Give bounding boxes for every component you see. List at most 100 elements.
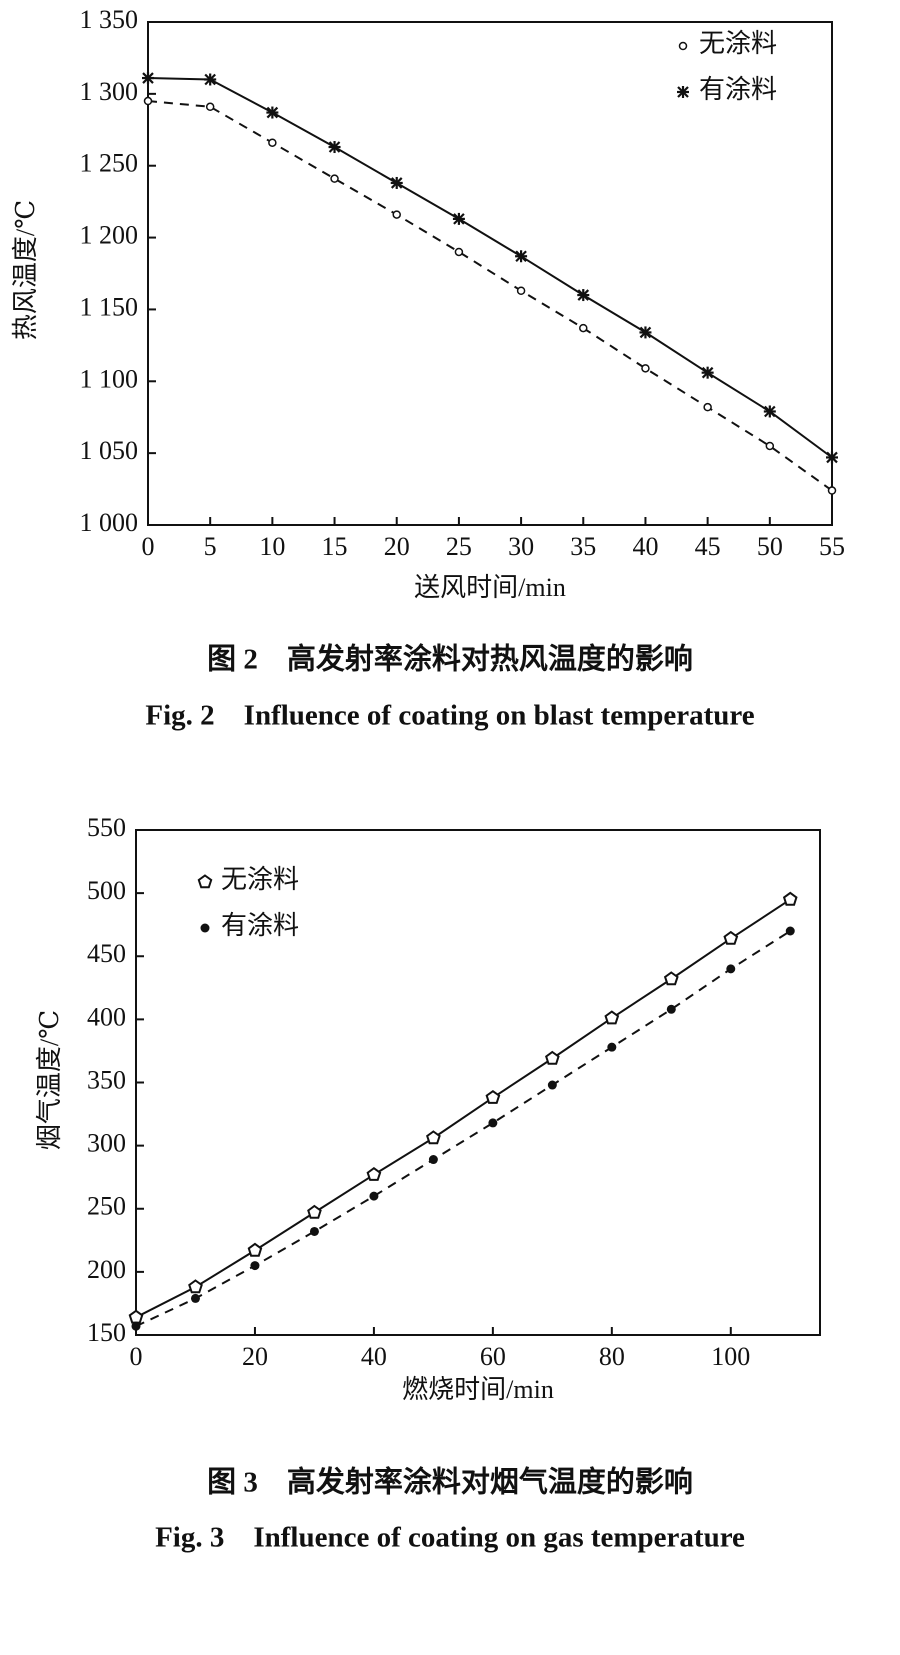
x-tick-label: 20 (384, 532, 410, 561)
marker (454, 247, 464, 257)
marker (426, 1130, 441, 1145)
marker (197, 874, 213, 889)
caption-zh: 图 2 高发射率涂料对热风温度的影响 (207, 642, 693, 676)
x-tick-label: 25 (446, 532, 472, 561)
x-tick-label: 5 (204, 532, 217, 561)
marker (204, 73, 217, 86)
y-tick-label: 1 100 (80, 364, 139, 393)
y-tick-label: 1 150 (80, 292, 139, 321)
y-tick-label: 1 250 (80, 149, 139, 178)
y-tick-label: 1 200 (80, 221, 139, 250)
marker (785, 926, 795, 936)
marker (190, 1293, 200, 1303)
x-tick-label: 40 (361, 1342, 387, 1371)
marker (763, 405, 776, 418)
legend-label: 有涂料 (699, 75, 777, 104)
marker (366, 1166, 382, 1181)
caption-zh: 图 3 高发射率涂料对烟气温度的影响 (207, 1465, 693, 1499)
y-tick-label: 150 (87, 1318, 126, 1347)
y-axis-label: 烟气温度/℃ (35, 1010, 64, 1150)
y-tick-label: 500 (87, 876, 126, 905)
marker (545, 1050, 560, 1065)
marker (782, 891, 798, 906)
legend-entry: 无涂料 (197, 865, 299, 894)
caption-en: Fig. 3 Influence of coating on gas tempe… (155, 1522, 745, 1554)
marker (131, 1321, 141, 1331)
marker (205, 102, 215, 112)
series-line (135, 898, 791, 1319)
y-tick-label: 550 (87, 813, 126, 842)
marker (142, 72, 154, 85)
plot-frame (147, 21, 833, 526)
marker (200, 923, 210, 933)
marker (604, 1010, 620, 1025)
marker (488, 1118, 498, 1128)
marker (452, 212, 465, 225)
y-tick-label: 1 350 (80, 5, 139, 34)
marker (328, 141, 341, 154)
y-tick-label: 350 (87, 1065, 126, 1094)
legend-entry: 有涂料 (200, 911, 299, 940)
plot-frame (135, 829, 821, 1336)
marker (485, 1089, 501, 1104)
marker (701, 366, 714, 379)
caption-en: Fig. 2 Influence of coating on blast tem… (145, 700, 754, 732)
marker (428, 1155, 438, 1165)
x-axis-label: 燃烧时间/min (402, 1375, 554, 1404)
x-tick-label: 10 (259, 532, 285, 561)
legend-entry: 有涂料 (677, 75, 777, 104)
y-axis-label: 热风温度/℃ (11, 200, 40, 340)
legend-label: 无涂料 (699, 29, 777, 58)
marker (641, 364, 650, 373)
x-tick-label: 100 (711, 1342, 750, 1371)
x-tick-label: 35 (570, 532, 596, 561)
x-tick-label: 80 (599, 1342, 625, 1371)
x-tick-label: 30 (508, 532, 534, 561)
y-tick-label: 300 (87, 1129, 126, 1158)
x-tick-label: 15 (322, 532, 348, 561)
marker (392, 210, 401, 219)
y-tick-label: 1 000 (80, 508, 139, 537)
marker (515, 250, 528, 263)
marker (723, 930, 739, 945)
marker (677, 86, 689, 98)
marker (703, 402, 712, 412)
marker (247, 1242, 263, 1257)
y-tick-label: 1 300 (80, 77, 139, 106)
x-tick-label: 45 (695, 532, 721, 561)
marker (607, 1042, 617, 1052)
marker (128, 1309, 144, 1324)
marker (266, 106, 279, 119)
x-tick-label: 50 (757, 532, 783, 561)
x-tick-label: 55 (819, 532, 845, 561)
marker (765, 441, 775, 451)
y-tick-label: 400 (87, 1002, 126, 1031)
legend-entry: 无涂料 (678, 29, 777, 58)
x-tick-label: 20 (242, 1342, 268, 1371)
y-tick-label: 200 (87, 1255, 126, 1284)
marker (330, 174, 339, 183)
marker (577, 289, 590, 302)
x-tick-label: 40 (632, 532, 658, 561)
legend-label: 有涂料 (221, 911, 299, 940)
marker (579, 323, 588, 333)
marker (639, 326, 652, 339)
marker (307, 1204, 322, 1219)
marker (516, 286, 526, 295)
marker (678, 41, 688, 51)
y-tick-label: 1 050 (80, 436, 139, 465)
series-line (147, 100, 833, 492)
marker (827, 486, 837, 495)
marker (663, 971, 679, 986)
x-tick-label: 0 (142, 532, 155, 561)
marker (547, 1080, 557, 1090)
marker (309, 1226, 319, 1236)
marker (726, 964, 736, 974)
x-axis-label: 送风时间/min (414, 573, 566, 602)
y-tick-label: 450 (87, 939, 126, 968)
x-tick-label: 0 (130, 1342, 143, 1371)
marker (369, 1191, 379, 1201)
marker (666, 1004, 676, 1014)
series-line (135, 930, 791, 1328)
